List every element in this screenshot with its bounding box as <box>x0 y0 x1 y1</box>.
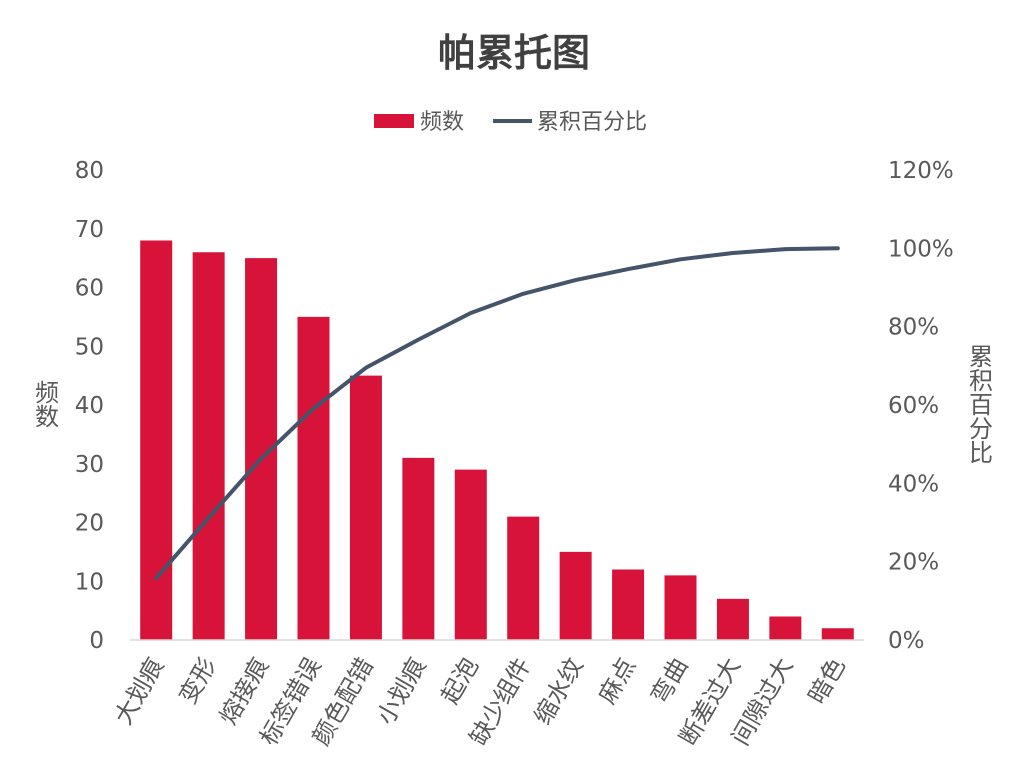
x-tick-label: 缩水纹 <box>529 653 589 729</box>
chart-title: 帕累托图 <box>438 31 590 75</box>
y-tick-label: 10 <box>75 569 104 595</box>
y2-tick-label: 40% <box>888 471 939 497</box>
x-tick-label: 麻点 <box>593 653 641 709</box>
bar <box>297 316 330 640</box>
bars-series <box>140 240 854 640</box>
x-tick-label: 弯曲 <box>645 653 693 709</box>
x-tick-label: 小划痕 <box>371 653 431 729</box>
legend-swatch-bar <box>374 114 414 128</box>
bar <box>349 375 382 640</box>
bar <box>769 616 802 640</box>
y-tick-label: 20 <box>75 511 104 537</box>
legend: 频数 累积百分比 <box>374 110 647 135</box>
y2-tick-label: 80% <box>888 315 939 341</box>
bar <box>192 252 225 640</box>
y2-axis-title: 累积百分比 <box>969 343 993 467</box>
bar <box>612 569 645 640</box>
y-axis-right: 0% 20% 40% 60% 80% 100% 120% <box>888 158 954 654</box>
y2-tick-label: 20% <box>888 550 939 576</box>
bar <box>821 628 854 640</box>
bar <box>664 575 697 640</box>
bar <box>454 469 487 640</box>
y-axis-left: 0 10 20 30 40 50 60 70 80 <box>75 158 104 654</box>
y2-tick-label: 120% <box>888 158 954 184</box>
y-tick-label: 70 <box>75 217 104 243</box>
y2-tick-label: 60% <box>888 393 939 419</box>
bar <box>716 598 749 640</box>
y-axis-title: 频数 <box>35 379 59 431</box>
y-tick-label: 30 <box>75 452 104 478</box>
legend-label-line: 累积百分比 <box>537 110 647 135</box>
cumulative-line <box>154 246 840 581</box>
legend-label-bar: 频数 <box>420 110 464 135</box>
y-tick-label: 80 <box>75 158 104 184</box>
x-tick-label: 起泡 <box>436 653 484 709</box>
y-tick-label: 50 <box>75 334 104 360</box>
bar <box>140 240 173 640</box>
bar <box>559 551 592 640</box>
y-tick-label: 40 <box>75 393 104 419</box>
y-tick-label: 0 <box>89 628 104 654</box>
x-tick-label: 大划痕 <box>109 653 169 729</box>
bar <box>507 516 540 640</box>
y2-tick-label: 100% <box>888 236 954 262</box>
x-tick-label: 变形 <box>174 653 222 709</box>
x-tick-label: 暗色 <box>803 653 851 709</box>
bar <box>402 457 435 640</box>
y-tick-label: 60 <box>75 276 104 302</box>
y2-tick-label: 0% <box>888 628 925 654</box>
